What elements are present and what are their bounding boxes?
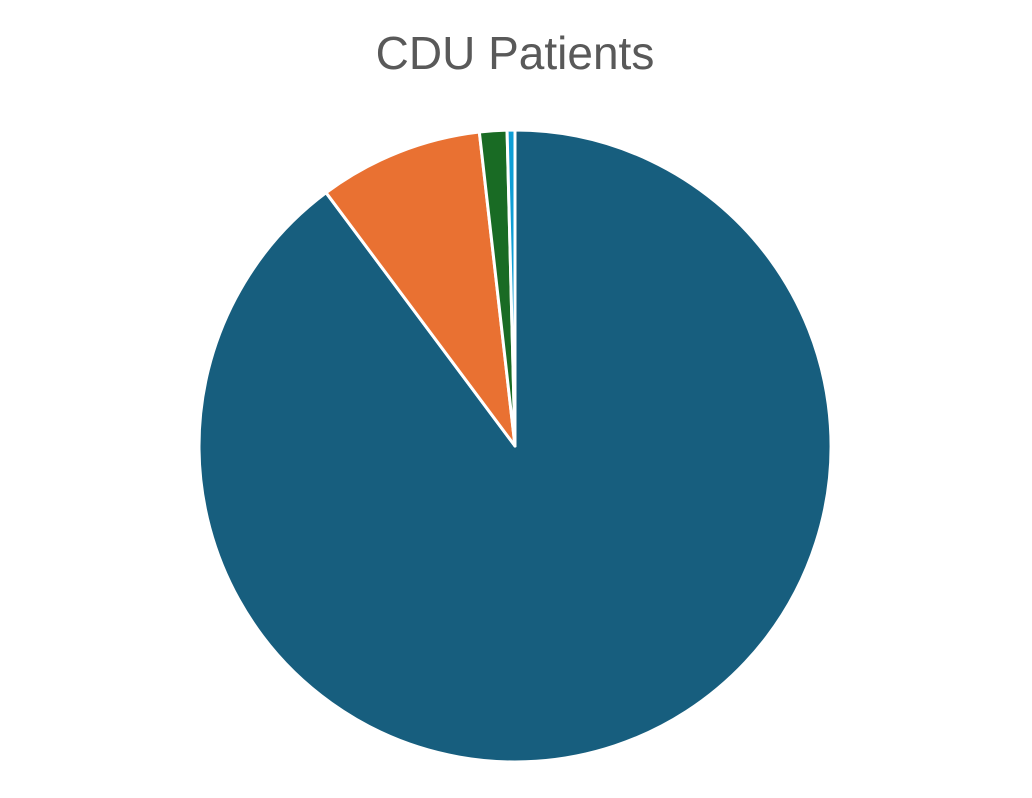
pie-slice [505,128,517,448]
pie-slice [197,128,833,764]
chart-title: CDU Patients [376,27,655,79]
pie-slice [324,130,517,448]
